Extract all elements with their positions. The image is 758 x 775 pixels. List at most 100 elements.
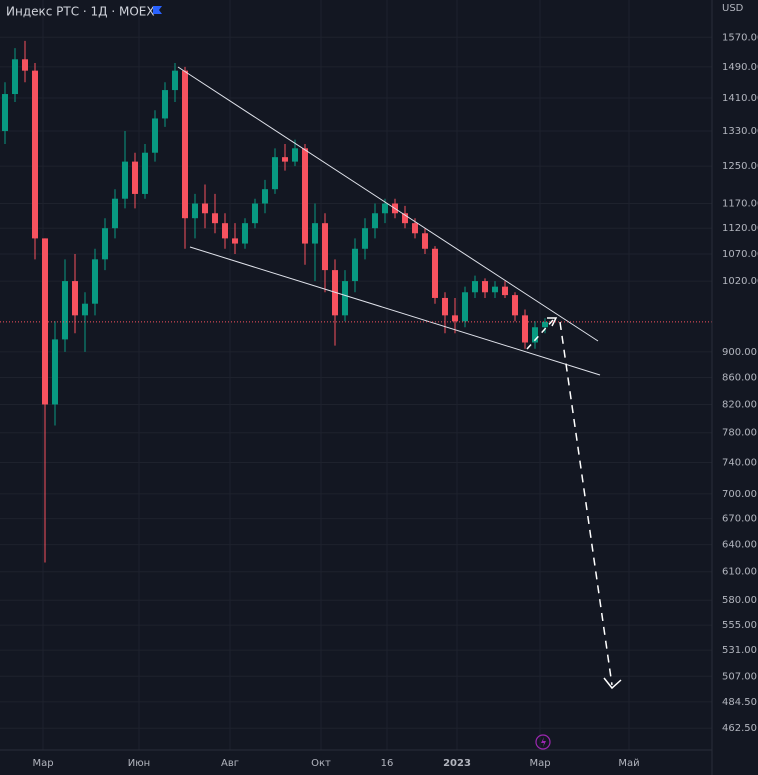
candle-body [282, 157, 288, 162]
flag-icon [153, 6, 162, 14]
y-tick-label: 670.00 [722, 514, 757, 525]
candle-body [322, 223, 328, 271]
candle-body [362, 228, 368, 249]
candle-body [152, 118, 158, 153]
candle-body [92, 259, 98, 304]
forecast-path [559, 321, 613, 686]
candle-body [252, 203, 258, 224]
price-axis-panel [712, 0, 758, 775]
x-tick-label: Июн [128, 758, 150, 769]
y-tick-label: 740.00 [722, 457, 757, 468]
y-tick-label: 640.00 [722, 540, 757, 551]
currency-label: USD [722, 3, 744, 14]
candle-body [32, 70, 38, 239]
y-tick-label: 1330.00 [722, 126, 758, 137]
chart-title: Индекс РТС · 1Д · MOEX [6, 5, 155, 19]
y-tick-label: 1410.00 [722, 93, 758, 104]
candle-body [272, 157, 278, 190]
candle-body [182, 70, 188, 219]
candle-body [342, 281, 348, 316]
x-tick-label: 16 [381, 758, 394, 769]
candle-body [212, 213, 218, 224]
candle-body [112, 198, 118, 229]
y-tick-label: 484.50 [722, 697, 757, 708]
trend-line-upper [177, 66, 599, 342]
candle-body [512, 295, 518, 316]
symbol-header: Индекс РТС · 1Д · MOEX [6, 5, 162, 19]
x-tick-label: Окт [311, 758, 331, 769]
y-tick-label: 1250.00 [722, 161, 758, 172]
candle-body [222, 223, 228, 239]
candle-body [62, 281, 68, 340]
candle-body [82, 303, 88, 316]
candle-body [422, 233, 428, 249]
y-tick-label: 1020.00 [722, 276, 758, 287]
candle-body [472, 281, 478, 293]
candle-body [502, 286, 508, 296]
candle-body [12, 59, 18, 95]
candle-body [482, 281, 488, 293]
candle-body [142, 152, 148, 194]
candle-body [292, 148, 298, 162]
arrow-head [603, 677, 622, 690]
y-tick-label: 780.00 [722, 428, 757, 439]
candle-body [162, 90, 168, 119]
candle-body [172, 70, 178, 91]
x-tick-label: Авг [221, 758, 239, 769]
candle-body [132, 161, 138, 194]
x-tick-label: Мар [529, 758, 550, 769]
candle-body [522, 315, 528, 343]
drawings [177, 66, 622, 690]
y-tick-label: 1490.00 [722, 62, 758, 73]
y-tick-label: 462.50 [722, 723, 757, 734]
y-tick-label: 531.00 [722, 645, 757, 656]
candle-body [432, 248, 438, 298]
x-tick-label: 2023 [443, 758, 471, 769]
y-tick-label: 507.00 [722, 671, 757, 682]
candle-body [442, 297, 448, 316]
y-tick-label: 1120.00 [722, 223, 758, 234]
y-tick-label: 820.00 [722, 399, 757, 410]
candle-body [22, 59, 28, 71]
y-tick-label: 1570.00 [722, 32, 758, 43]
candle-body [262, 189, 268, 204]
candle-body [462, 292, 468, 322]
candle-body [352, 248, 358, 282]
candle-body [542, 321, 548, 328]
candle-body [202, 203, 208, 214]
candle-body [102, 228, 108, 260]
y-tick-label: 580.00 [722, 595, 757, 606]
candle-body [52, 339, 58, 405]
candle-body [122, 161, 128, 199]
y-tick-label: 860.00 [722, 373, 757, 384]
y-tick-label: 1070.00 [722, 249, 758, 260]
y-tick-label: 1170.00 [722, 199, 758, 210]
x-tick-label: Мар [32, 758, 53, 769]
candle-body [372, 213, 378, 229]
candle-body [402, 213, 408, 224]
candle-body [452, 315, 458, 322]
candle-body [72, 281, 78, 316]
candle-body [2, 94, 8, 132]
candles [2, 40, 548, 563]
candle-body [192, 203, 198, 219]
arrow-head [547, 317, 558, 327]
candle-body [492, 286, 498, 293]
trend-line-lower [189, 246, 601, 376]
y-tick-label: 555.00 [722, 620, 757, 631]
candle-body [382, 203, 388, 214]
y-tick-label: 700.00 [722, 489, 757, 500]
candle-body [412, 223, 418, 234]
x-tick-label: Май [618, 758, 639, 769]
candle-body [312, 223, 318, 244]
candle-body [242, 223, 248, 244]
candle-body [232, 238, 238, 244]
candle-body [532, 327, 538, 343]
lightning-icon [535, 734, 551, 750]
y-tick-label: 610.00 [722, 567, 757, 578]
y-tick-label: 900.00 [722, 347, 757, 358]
